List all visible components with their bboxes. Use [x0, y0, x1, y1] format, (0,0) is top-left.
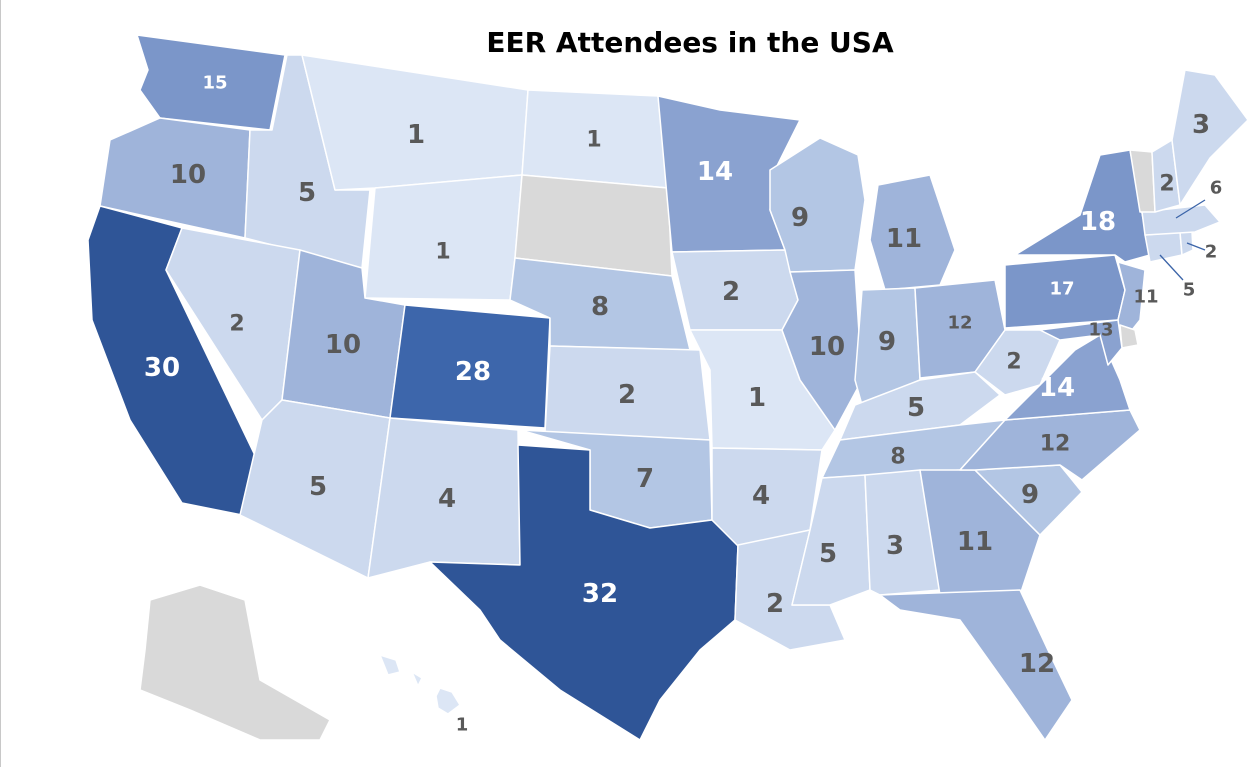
state-value-illinois: 10	[809, 332, 845, 362]
state-value-texas: 32	[582, 579, 618, 609]
state-value-georgia: 11	[957, 527, 993, 557]
state-value-new-mexico: 4	[438, 484, 456, 514]
state-alabama	[864, 469, 941, 596]
state-florida	[879, 589, 1073, 741]
state-hawaii	[379, 654, 461, 715]
state-value-nevada: 2	[229, 312, 244, 337]
state-shape-texas	[429, 444, 739, 741]
leader-line-connecticut	[1159, 254, 1184, 281]
state-value-florida: 12	[1019, 649, 1055, 679]
state-value-ohio: 12	[947, 313, 972, 334]
state-value-north-carolina: 12	[1040, 432, 1071, 457]
state-value-kentucky: 5	[907, 393, 925, 423]
state-shape-maine	[1171, 69, 1249, 206]
state-value-california: 30	[144, 353, 180, 383]
state-value-missouri: 1	[748, 383, 766, 413]
state-maryland	[1039, 319, 1123, 366]
state-shape-alabama	[864, 469, 941, 596]
state-shape-maryland	[1039, 319, 1123, 366]
state-shape-illinois	[781, 269, 863, 431]
state-value-oregon: 10	[170, 160, 206, 190]
state-value-rhode-island: 2	[1205, 242, 1218, 263]
state-shape-hawaii	[379, 654, 401, 676]
state-shape-delaware	[1119, 324, 1139, 349]
state-value-wyoming: 1	[435, 240, 450, 265]
state-value-kansas: 2	[618, 380, 636, 410]
state-alaska	[139, 584, 331, 741]
state-wyoming	[364, 174, 523, 301]
state-shape-hawaii	[435, 687, 461, 715]
state-value-massachusetts: 6	[1210, 178, 1223, 199]
state-connecticut	[1144, 231, 1183, 263]
state-shape-oregon	[99, 117, 251, 239]
state-value-washington: 15	[202, 73, 227, 94]
state-value-indiana: 9	[878, 327, 896, 357]
map-title: EER Attendees in the USA	[486, 26, 894, 59]
state-value-connecticut: 5	[1183, 280, 1196, 301]
state-value-arkansas: 4	[752, 481, 770, 511]
state-value-virginia: 14	[1039, 373, 1075, 403]
state-value-idaho: 5	[298, 178, 316, 208]
state-value-oklahoma: 7	[636, 464, 654, 494]
state-rhode-island	[1179, 231, 1194, 256]
state-value-mississippi: 5	[819, 539, 837, 569]
state-value-maryland: 13	[1088, 320, 1113, 341]
state-value-north-dakota: 1	[586, 128, 601, 153]
state-shape-alaska	[139, 584, 331, 741]
state-maine	[1171, 69, 1249, 206]
state-value-michigan: 11	[886, 224, 922, 254]
state-value-alabama: 3	[886, 531, 904, 561]
state-value-nebraska: 8	[591, 292, 609, 322]
state-shape-new-york	[1014, 149, 1151, 263]
state-value-wisconsin: 9	[791, 203, 809, 233]
state-value-colorado: 28	[455, 357, 491, 387]
state-illinois	[781, 269, 863, 431]
leader-line-massachusetts	[1175, 199, 1206, 219]
state-delaware	[1119, 324, 1139, 349]
state-value-west-virginia: 2	[1006, 350, 1021, 375]
state-value-arizona: 5	[309, 472, 327, 502]
state-value-new-york: 18	[1080, 207, 1116, 237]
state-value-louisiana: 2	[766, 589, 784, 619]
state-value-south-carolina: 9	[1021, 480, 1039, 510]
state-shape-connecticut	[1144, 231, 1183, 263]
state-oregon	[99, 117, 251, 239]
state-value-pennsylvania: 17	[1049, 279, 1074, 300]
state-shape-rhode-island	[1179, 231, 1194, 256]
state-value-maine: 3	[1192, 110, 1210, 140]
state-value-hawaii: 1	[456, 715, 469, 736]
state-value-montana: 1	[407, 120, 425, 150]
state-texas	[429, 444, 739, 741]
state-value-utah: 10	[325, 330, 361, 360]
state-shape-hawaii	[411, 671, 423, 687]
state-value-new-jersey: 11	[1133, 287, 1158, 308]
state-value-minnesota: 14	[697, 157, 733, 187]
state-value-new-hampshire: 2	[1159, 172, 1174, 197]
state-value-iowa: 2	[722, 277, 740, 307]
leader-line-rhode-island	[1186, 242, 1206, 251]
state-shape-wyoming	[364, 174, 523, 301]
state-value-tennessee: 8	[890, 445, 905, 470]
state-new-york	[1014, 149, 1151, 263]
state-shape-florida	[879, 589, 1073, 741]
left-border	[0, 0, 1, 767]
